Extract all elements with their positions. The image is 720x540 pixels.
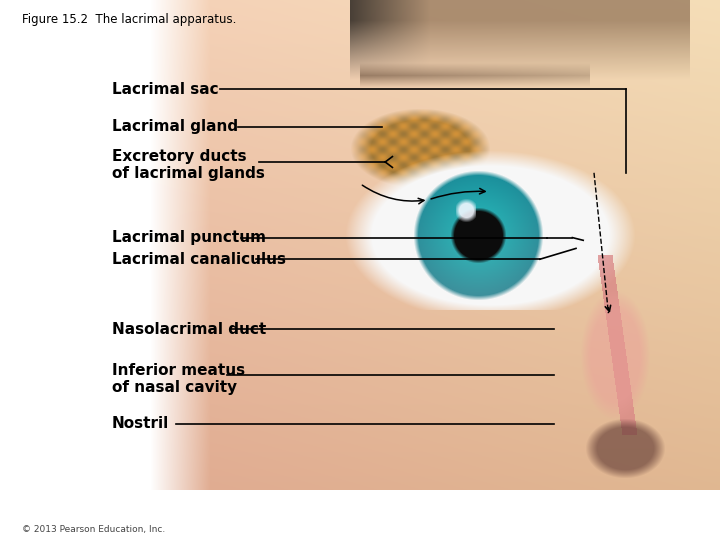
Text: Figure 15.2  The lacrimal apparatus.: Figure 15.2 The lacrimal apparatus. [22,14,236,26]
Text: Excretory ducts
of lacrimal glands: Excretory ducts of lacrimal glands [112,148,264,181]
Text: Lacrimal punctum: Lacrimal punctum [112,230,266,245]
Text: © 2013 Pearson Education, Inc.: © 2013 Pearson Education, Inc. [22,524,165,534]
Text: Nostril: Nostril [112,416,169,431]
Text: Inferior meatus
of nasal cavity: Inferior meatus of nasal cavity [112,363,245,395]
Text: Lacrimal canaliculus: Lacrimal canaliculus [112,252,286,267]
Text: Nasolacrimal duct: Nasolacrimal duct [112,322,266,337]
Text: Lacrimal gland: Lacrimal gland [112,119,238,134]
Text: Lacrimal sac: Lacrimal sac [112,82,218,97]
